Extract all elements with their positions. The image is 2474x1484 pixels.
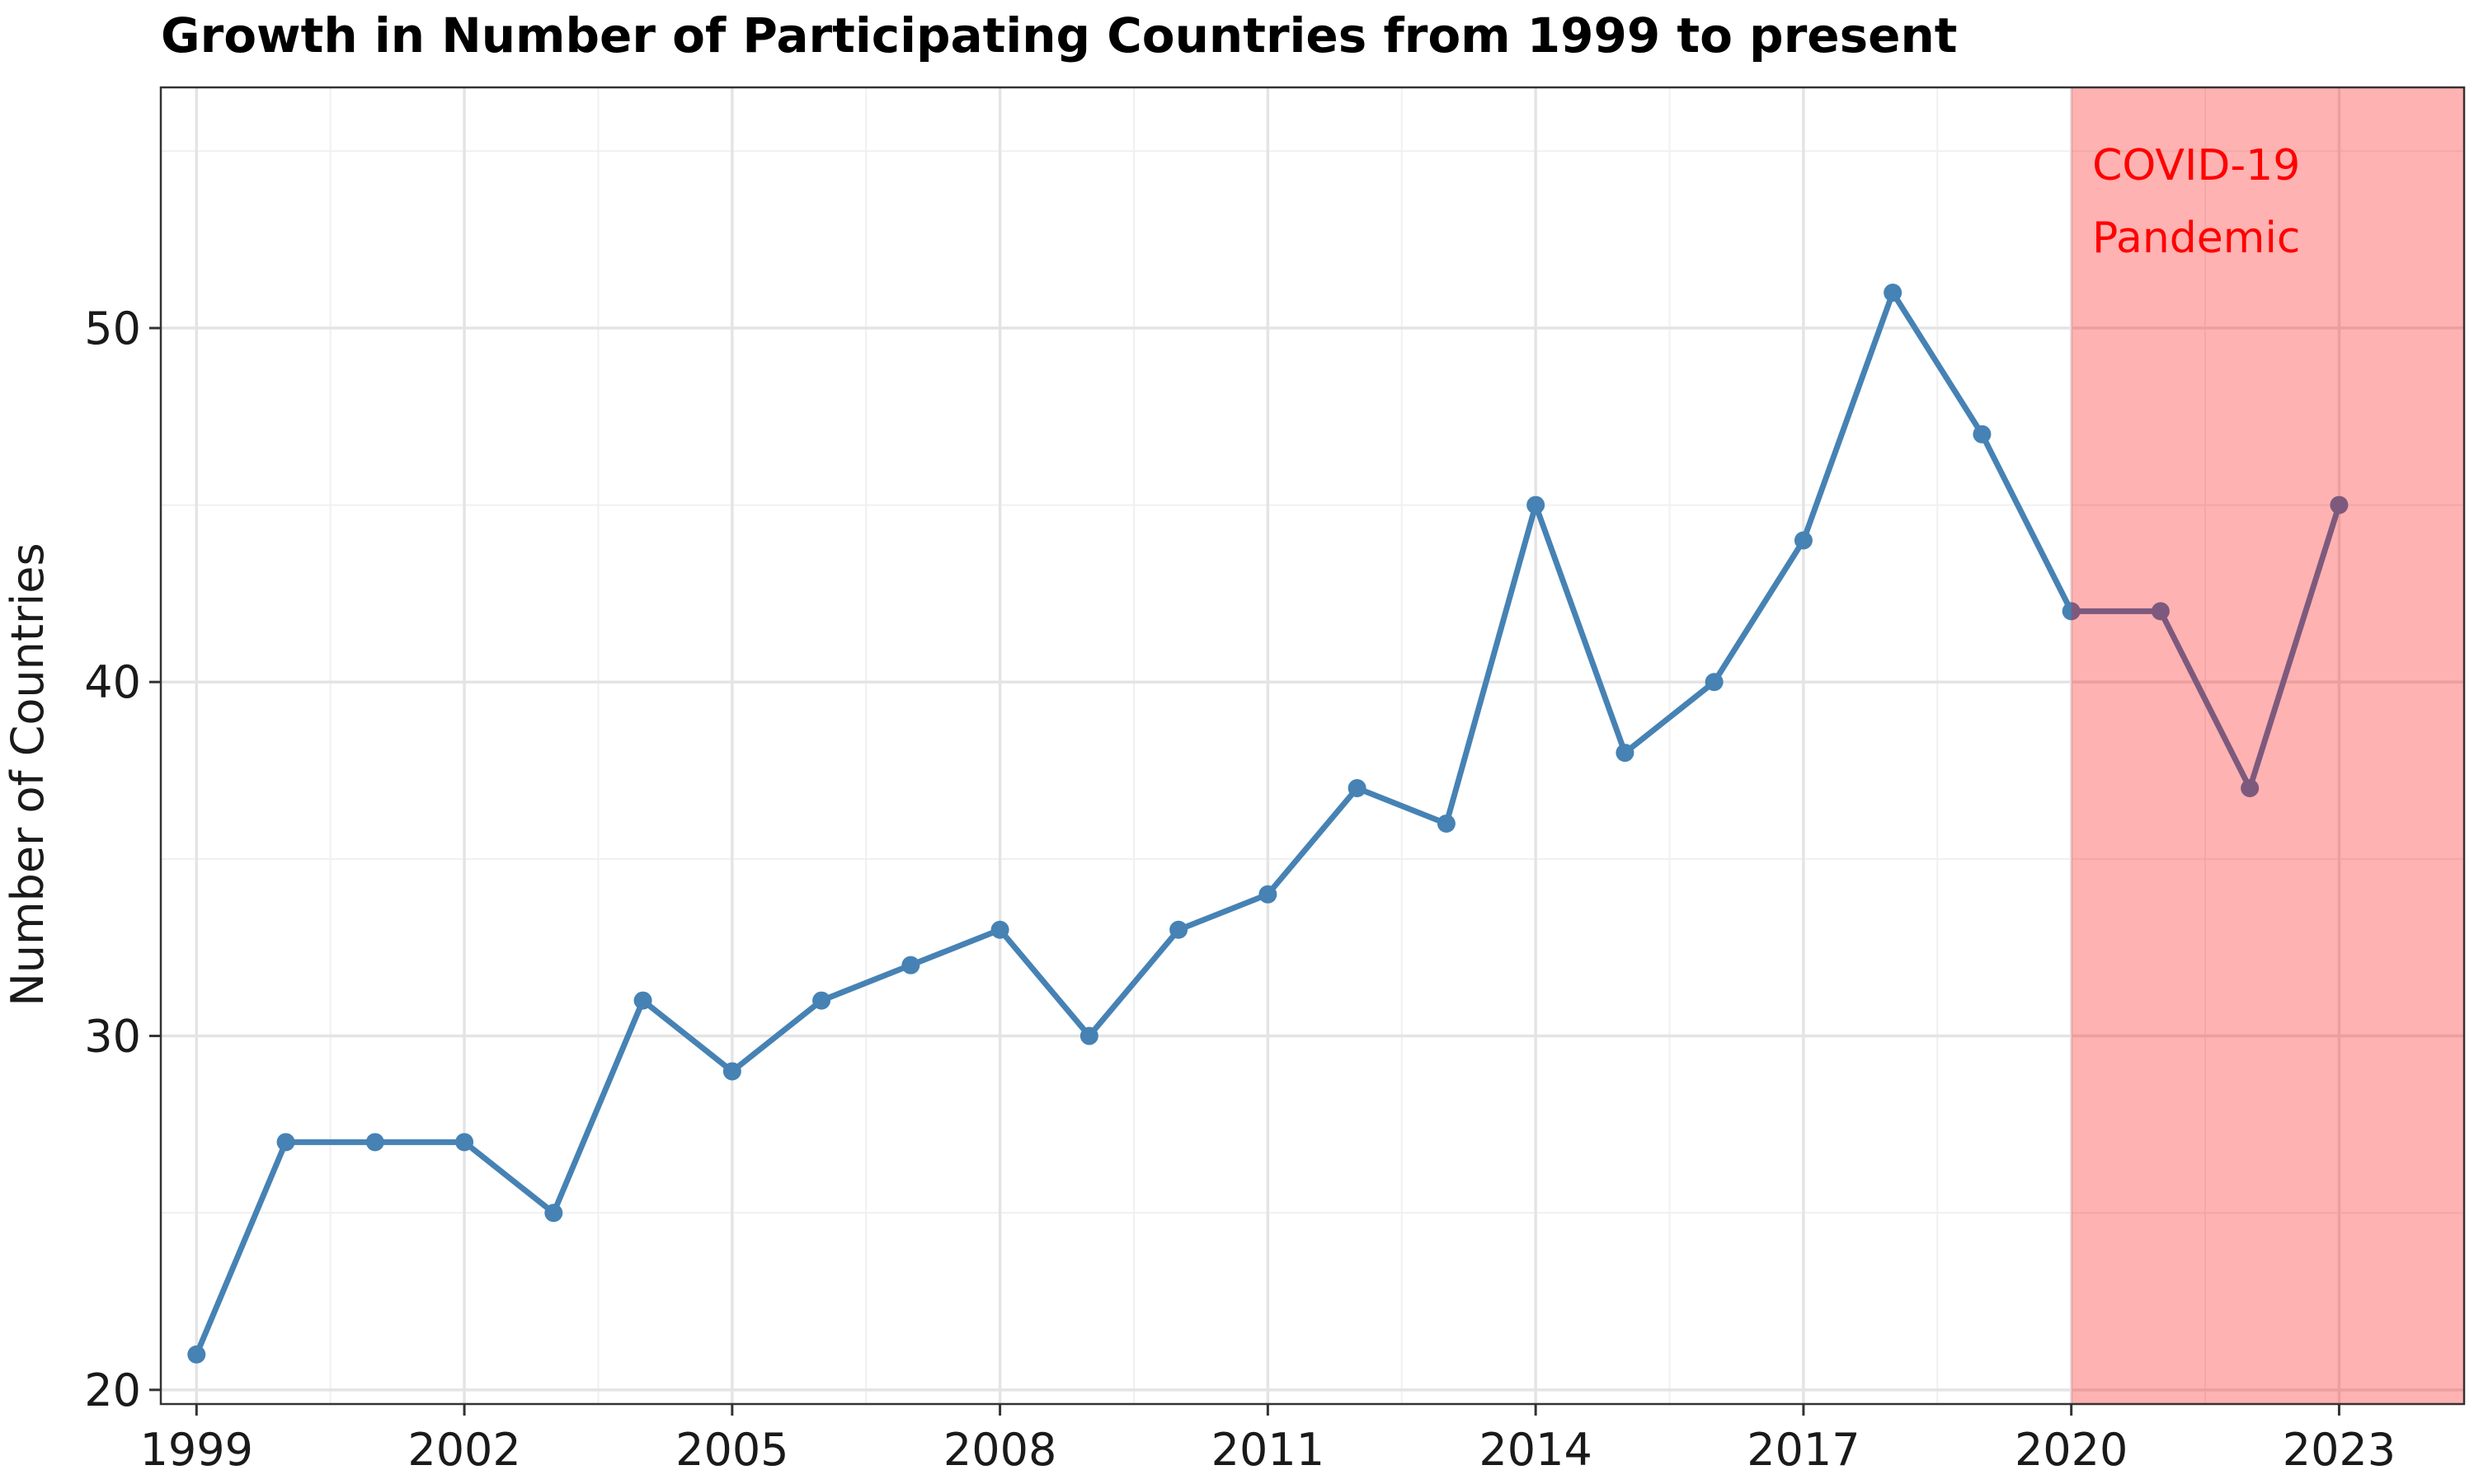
data-point-2010 [1169,920,1188,939]
x-tick-label: 2014 [1479,1424,1592,1476]
data-point-2009 [1079,1026,1098,1045]
y-tick-label: 40 [84,656,141,708]
data-point-2021 [2151,602,2170,621]
x-tick-label: 2008 [943,1424,1056,1476]
covid-shaded-region [2071,87,2464,1404]
data-point-2014 [1526,495,1545,514]
x-tick-label: 2017 [1747,1424,1860,1476]
y-axis-label: Number of Countries [2,542,54,1006]
y-tick-label: 50 [84,303,141,355]
series-layer: COVID-19 Pandemic [187,87,2464,1404]
x-tick-label: 2002 [407,1424,520,1476]
data-point-2023 [2330,495,2349,514]
data-point-2004 [633,991,652,1010]
data-point-2000 [276,1133,295,1152]
data-point-2018 [1884,283,1903,302]
data-point-2019 [1973,425,1992,444]
grid-layer [161,87,2464,1404]
plot-frame [159,86,2466,1406]
covid-annotation-line-1: COVID-19 [2092,141,2300,190]
x-tick-label: 2020 [2015,1424,2128,1476]
data-point-2012 [1348,779,1366,798]
x-tick-label: 2023 [2283,1424,2396,1476]
data-point-2006 [812,991,831,1010]
data-point-2005 [722,1062,741,1081]
data-point-1999 [187,1345,206,1364]
data-point-2013 [1437,814,1456,833]
data-point-2003 [544,1204,563,1223]
x-tick-label: 1999 [140,1424,253,1476]
chart-title: Growth in Number of Participating Countr… [161,7,1958,63]
data-point-2008 [990,920,1009,939]
data-point-2001 [365,1133,384,1152]
data-point-2017 [1794,531,1813,550]
x-tick-label: 2005 [675,1424,788,1476]
covid-annotation-line-2: Pandemic [2092,214,2301,263]
y-tick-label: 30 [84,1011,141,1063]
data-point-2011 [1258,885,1277,904]
data-point-2022 [2241,779,2260,798]
data-point-2007 [901,956,920,974]
data-point-2020 [2062,602,2081,621]
x-tick-label: 2011 [1211,1424,1324,1476]
data-point-2016 [1705,673,1724,692]
y-tick-label: 20 [84,1364,141,1416]
tick-layer: 1999 2002 2005 2008 2011 2014 2017 2020 2023 20 30… [84,303,2396,1476]
data-point-2002 [455,1133,474,1152]
data-point-2015 [1616,744,1634,763]
